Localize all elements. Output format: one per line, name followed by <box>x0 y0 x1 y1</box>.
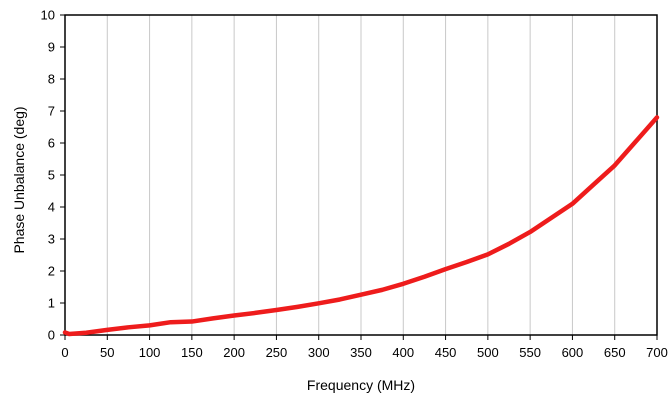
x-tick-label: 350 <box>350 345 372 360</box>
y-tick-label: 10 <box>41 8 55 23</box>
x-tick-label: 700 <box>646 345 668 360</box>
x-tick-label: 600 <box>562 345 584 360</box>
axis-ticks <box>60 14 658 340</box>
x-tick-label: 150 <box>181 345 203 360</box>
y-tick-label: 0 <box>48 328 55 343</box>
x-tick-label: 50 <box>100 345 114 360</box>
x-tick-label: 250 <box>266 345 288 360</box>
x-tick-label: 200 <box>223 345 245 360</box>
y-tick-label: 7 <box>48 104 55 119</box>
y-axis-title: Phase Unbalance (deg) <box>11 106 27 253</box>
x-tick-label: 450 <box>435 345 457 360</box>
tick-labels: 0 50 100 150 200 250 300 350 400 450 500 550 600 650 7… <box>41 8 668 361</box>
y-tick-label: 1 <box>48 296 55 311</box>
x-tick-label: 0 <box>61 345 68 360</box>
x-tick-label: 500 <box>477 345 499 360</box>
y-tick-label: 9 <box>48 40 55 55</box>
y-tick-label: 3 <box>48 232 55 247</box>
x-axis-title: Frequency (MHz) <box>307 377 415 393</box>
y-tick-label: 5 <box>48 168 55 183</box>
y-tick-label: 4 <box>48 200 55 215</box>
x-tick-label: 300 <box>308 345 330 360</box>
y-tick-label: 2 <box>48 264 55 279</box>
x-tick-label: 550 <box>519 345 541 360</box>
gridlines <box>106 15 616 335</box>
y-tick-label: 8 <box>48 72 55 87</box>
x-tick-label: 650 <box>604 345 626 360</box>
series-layer <box>62 115 660 337</box>
y-tick-label: 6 <box>48 136 55 151</box>
x-tick-label: 400 <box>392 345 414 360</box>
x-tick-label: 100 <box>139 345 161 360</box>
series-line <box>62 115 660 337</box>
